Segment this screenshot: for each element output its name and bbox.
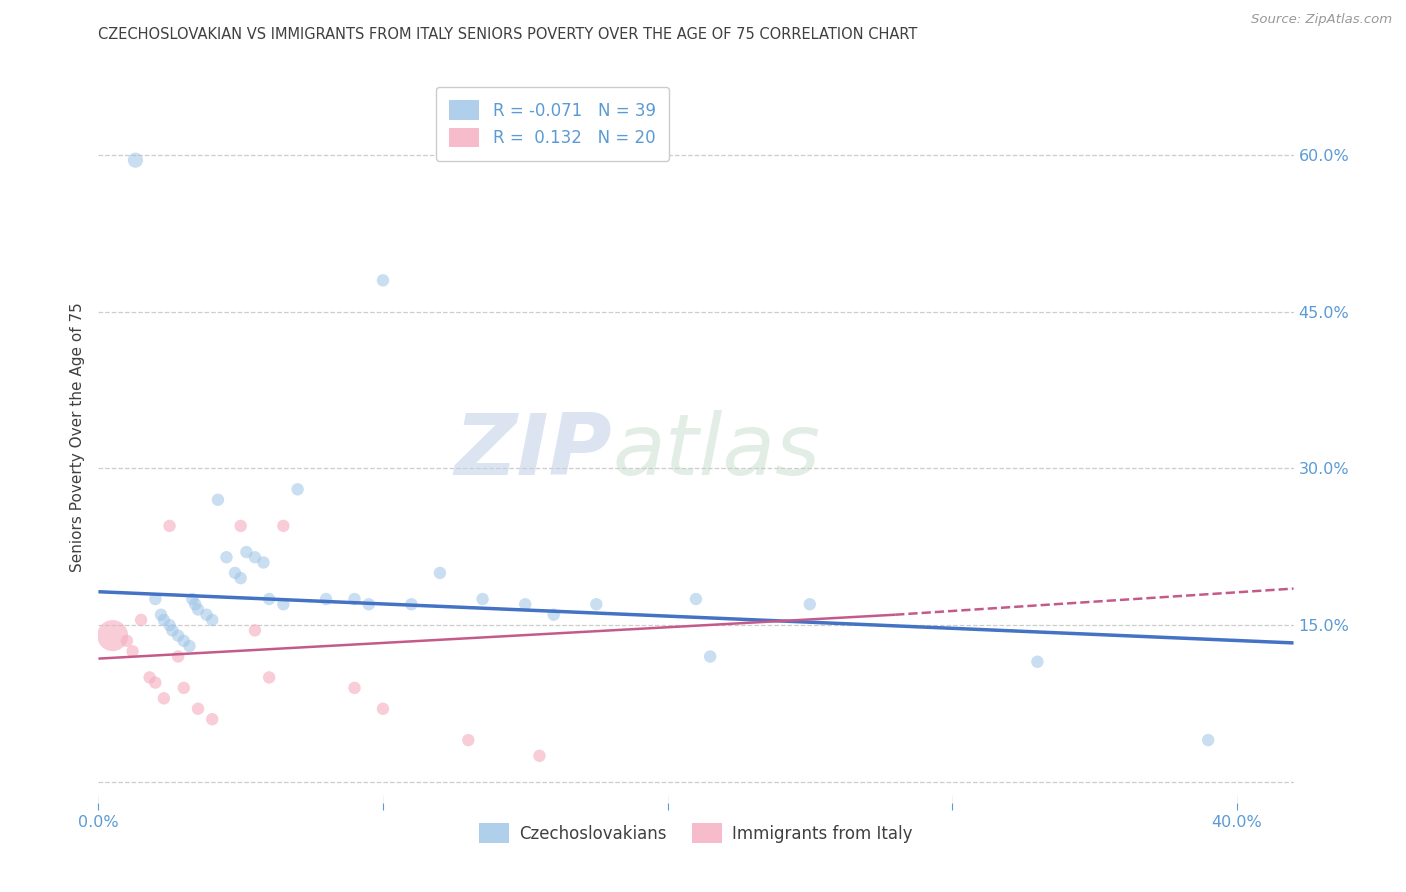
- Text: Source: ZipAtlas.com: Source: ZipAtlas.com: [1251, 13, 1392, 27]
- Point: [243, 624, 266, 638]
- Point: [181, 592, 204, 607]
- Point: [162, 624, 184, 638]
- Point: [685, 592, 707, 607]
- Point: [138, 670, 160, 684]
- Point: [457, 733, 479, 747]
- Text: CZECHOSLOVAKIAN VS IMMIGRANTS FROM ITALY SENIORS POVERTY OVER THE AGE OF 75 CORR: CZECHOSLOVAKIAN VS IMMIGRANTS FROM ITALY…: [98, 27, 918, 42]
- Point: [184, 597, 207, 611]
- Point: [115, 633, 138, 648]
- Point: [229, 519, 252, 533]
- Point: [471, 592, 494, 607]
- Point: [207, 492, 229, 507]
- Point: [143, 675, 166, 690]
- Point: [371, 273, 394, 287]
- Point: [201, 613, 224, 627]
- Point: [515, 597, 537, 611]
- Point: [101, 629, 124, 643]
- Y-axis label: Seniors Poverty Over the Age of 75: Seniors Poverty Over the Age of 75: [69, 302, 84, 572]
- Point: [371, 702, 394, 716]
- Point: [224, 566, 246, 580]
- Text: ZIP: ZIP: [454, 410, 613, 493]
- Point: [543, 607, 565, 622]
- Point: [287, 483, 309, 497]
- Point: [121, 644, 143, 658]
- Point: [273, 597, 295, 611]
- Point: [215, 550, 238, 565]
- Point: [195, 607, 218, 622]
- Point: [150, 607, 173, 622]
- Point: [229, 571, 252, 585]
- Point: [173, 681, 195, 695]
- Point: [401, 597, 423, 611]
- Point: [273, 519, 295, 533]
- Point: [699, 649, 721, 664]
- Point: [124, 153, 146, 168]
- Point: [1026, 655, 1049, 669]
- Point: [529, 748, 551, 763]
- Point: [159, 618, 181, 632]
- Point: [167, 629, 190, 643]
- Point: [252, 556, 274, 570]
- Text: atlas: atlas: [613, 410, 820, 493]
- Point: [129, 613, 152, 627]
- Point: [257, 592, 280, 607]
- Point: [235, 545, 257, 559]
- Point: [153, 613, 176, 627]
- Point: [429, 566, 451, 580]
- Point: [143, 592, 166, 607]
- Legend: Czechoslovakians, Immigrants from Italy: Czechoslovakians, Immigrants from Italy: [472, 817, 920, 849]
- Point: [585, 597, 607, 611]
- Point: [257, 670, 280, 684]
- Point: [173, 633, 195, 648]
- Point: [159, 519, 181, 533]
- Point: [201, 712, 224, 726]
- Point: [1197, 733, 1219, 747]
- Point: [187, 602, 209, 616]
- Point: [187, 702, 209, 716]
- Point: [179, 639, 201, 653]
- Point: [315, 592, 337, 607]
- Point: [357, 597, 380, 611]
- Point: [799, 597, 821, 611]
- Point: [343, 681, 366, 695]
- Point: [343, 592, 366, 607]
- Point: [167, 649, 190, 664]
- Point: [153, 691, 176, 706]
- Point: [243, 550, 266, 565]
